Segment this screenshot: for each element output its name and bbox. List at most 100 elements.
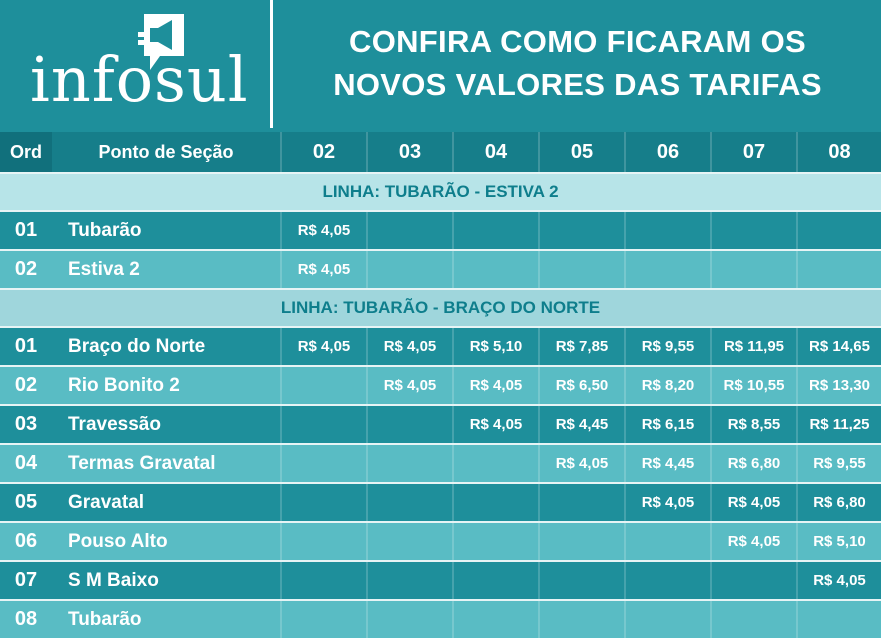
line-title: LINHA: TUBARÃO - BRAÇO DO NORTE — [0, 288, 881, 326]
fare-cell: R$ 4,05 — [538, 445, 624, 482]
fare-cell — [280, 523, 366, 560]
fare-cell — [624, 601, 710, 638]
fare-cell — [366, 406, 452, 443]
row-ord: 02 — [14, 258, 38, 280]
fare-cell — [366, 562, 452, 599]
fare-cell: R$ 4,05 — [796, 562, 881, 599]
table-header-row: Ord Ponto de Seção 02 03 04 05 06 07 08 — [0, 132, 881, 172]
fare-cell — [452, 212, 538, 249]
fare-cell: R$ 11,95 — [710, 328, 796, 365]
column-header-section: 02 — [280, 132, 366, 172]
fare-cell — [452, 251, 538, 288]
fare-cell — [796, 212, 881, 249]
fare-cell — [710, 562, 796, 599]
fare-cell: R$ 9,55 — [624, 328, 710, 365]
row-ord: 03 — [14, 413, 38, 435]
fare-cell: R$ 4,05 — [366, 367, 452, 404]
fare-cell — [538, 562, 624, 599]
fare-cell: R$ 4,05 — [280, 251, 366, 288]
fare-cell: R$ 6,50 — [538, 367, 624, 404]
fare-cell — [624, 523, 710, 560]
fare-cell — [710, 251, 796, 288]
fare-cell: R$ 4,05 — [624, 484, 710, 521]
fare-cell — [280, 367, 366, 404]
line-title: LINHA: TUBARÃO - ESTIVA 2 — [0, 172, 881, 210]
title-line-1: CONFIRA COMO FICARAM OS — [349, 24, 806, 59]
fare-cell: R$ 14,65 — [796, 328, 881, 365]
column-header-ord: Ord — [0, 132, 52, 172]
fare-cell: R$ 10,55 — [710, 367, 796, 404]
fare-cell: R$ 4,45 — [624, 445, 710, 482]
fare-cell: R$ 5,10 — [796, 523, 881, 560]
fare-cell — [452, 445, 538, 482]
fare-cell — [538, 484, 624, 521]
brand-logo: infosul — [0, 0, 270, 130]
row-name: Pouso Alto — [68, 530, 168, 552]
row-ord: 02 — [14, 374, 38, 396]
fare-cell: R$ 6,80 — [796, 484, 881, 521]
fare-cell — [624, 562, 710, 599]
fare-cell — [796, 251, 881, 288]
table-row: 06 Pouso Alto R$ 4,05 R$ 5,10 — [0, 521, 881, 560]
row-name: Braço do Norte — [68, 335, 206, 357]
row-ord: 07 — [14, 569, 38, 591]
page-title: CONFIRA COMO FICARAM OS NOVOS VALORES DA… — [290, 20, 865, 106]
fare-cell: R$ 13,30 — [796, 367, 881, 404]
row-ord: 06 — [14, 530, 38, 552]
fare-cell: R$ 4,05 — [280, 328, 366, 365]
table-row: 04 Termas Gravatal R$ 4,05 R$ 4,45 R$ 6,80 R$… — [0, 443, 881, 482]
row-name: Rio Bonito 2 — [68, 374, 180, 396]
column-header-section: 04 — [452, 132, 538, 172]
fare-cell: R$ 4,45 — [538, 406, 624, 443]
fare-cell — [280, 484, 366, 521]
fare-cell — [538, 212, 624, 249]
row-ord: 01 — [14, 335, 38, 357]
row-name: S M Baixo — [68, 569, 159, 591]
row-ord: 01 — [14, 219, 38, 241]
fare-cell — [280, 562, 366, 599]
fare-cell: R$ 4,05 — [452, 406, 538, 443]
fare-cell — [280, 601, 366, 638]
fare-cell — [538, 601, 624, 638]
table-row: 08 Tubarão — [0, 599, 881, 638]
header-divider — [270, 0, 273, 128]
fare-cell: R$ 8,20 — [624, 367, 710, 404]
table-row: 03 Travessão R$ 4,05 R$ 4,45 R$ 6,15 R$ 8,55 R… — [0, 404, 881, 443]
fare-cell — [624, 251, 710, 288]
fare-cell — [796, 601, 881, 638]
row-ord: 08 — [14, 608, 38, 630]
table-row: 02 Rio Bonito 2 R$ 4,05 R$ 4,05 R$ 6,50 R$ 8,… — [0, 365, 881, 404]
column-header-section: 05 — [538, 132, 624, 172]
fare-cell — [366, 484, 452, 521]
fare-cell — [452, 484, 538, 521]
fare-cell — [366, 212, 452, 249]
fare-cell: R$ 9,55 — [796, 445, 881, 482]
tariff-table: Ord Ponto de Seção 02 03 04 05 06 07 08 … — [0, 132, 881, 638]
fare-cell: R$ 6,80 — [710, 445, 796, 482]
fare-cell: R$ 4,05 — [710, 484, 796, 521]
fare-cell — [452, 601, 538, 638]
row-ord: 04 — [14, 452, 38, 474]
row-name: Termas Gravatal — [68, 452, 216, 474]
fare-cell: R$ 4,05 — [452, 367, 538, 404]
fare-cell: R$ 6,15 — [624, 406, 710, 443]
column-header-section: 03 — [366, 132, 452, 172]
column-header-section: 08 — [796, 132, 881, 172]
column-header-section: 06 — [624, 132, 710, 172]
fare-cell — [280, 406, 366, 443]
row-name: Gravatal — [68, 491, 145, 513]
fare-cell — [538, 523, 624, 560]
row-name: Estiva 2 — [68, 258, 140, 280]
fare-cell — [366, 251, 452, 288]
fare-cell — [624, 212, 710, 249]
fare-cell — [280, 445, 366, 482]
table-row: 07 S M Baixo R$ 4,05 — [0, 560, 881, 599]
fare-cell: R$ 8,55 — [710, 406, 796, 443]
fare-cell: R$ 4,05 — [280, 212, 366, 249]
fare-cell — [710, 601, 796, 638]
column-header-name: Ponto de Seção — [52, 132, 280, 172]
row-name: Travessão — [68, 413, 161, 435]
fare-cell: R$ 4,05 — [710, 523, 796, 560]
fare-cell: R$ 4,05 — [366, 328, 452, 365]
